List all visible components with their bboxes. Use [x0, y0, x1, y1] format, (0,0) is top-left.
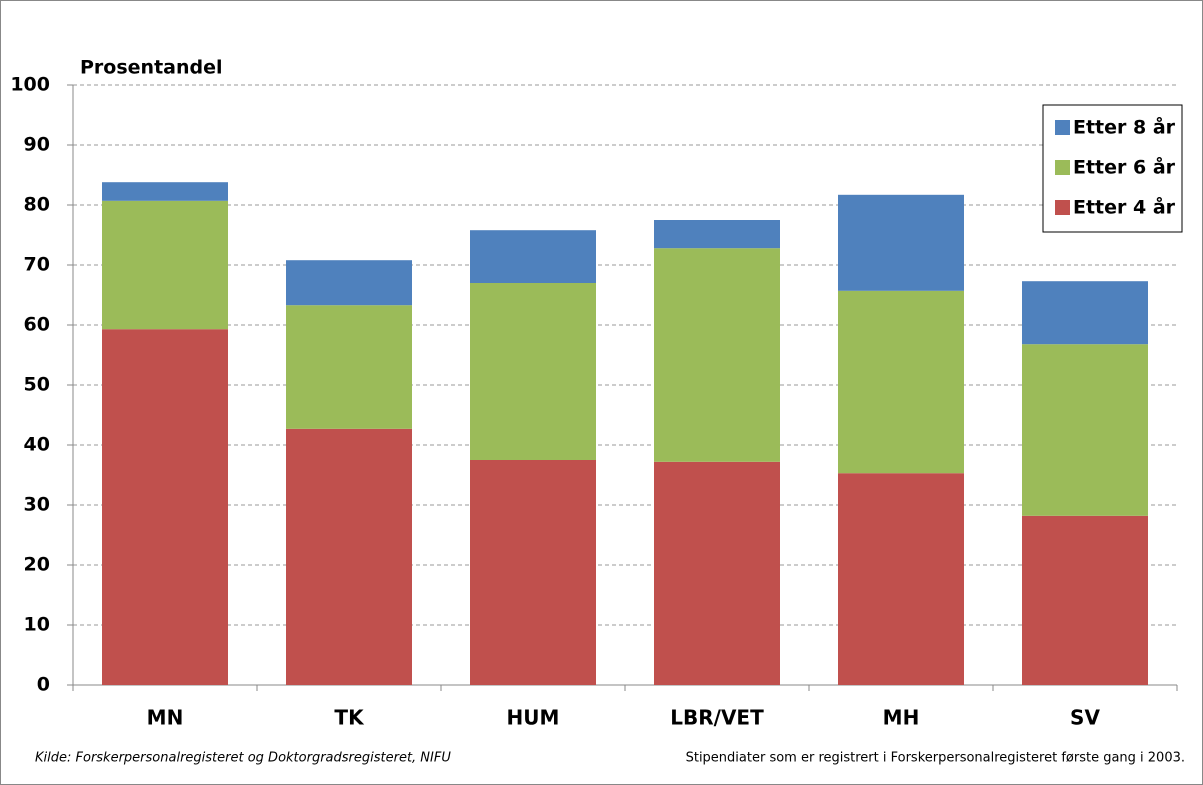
bar-segment: [654, 461, 780, 685]
note: Stipendiater som er registrert i Forsker…: [686, 751, 1185, 766]
bar-segment: [1022, 344, 1148, 516]
bar-segment: [1022, 281, 1148, 345]
legend-label: Etter 4 år: [1073, 195, 1176, 219]
bar-segment: [654, 220, 780, 249]
y-tick-label: 20: [24, 554, 50, 576]
x-tick-label: MH: [883, 706, 920, 730]
x-tick-label: SV: [1070, 706, 1100, 730]
bar-segment: [102, 200, 228, 330]
bar-segment: [838, 194, 964, 291]
bar-segment: [654, 248, 780, 462]
bar-segment: [286, 260, 412, 306]
legend-label: Etter 6 år: [1073, 155, 1176, 179]
bar-segment: [286, 428, 412, 685]
y-tick-label: 80: [24, 194, 50, 216]
bar-segment: [470, 230, 596, 283]
legend-swatch: [1055, 120, 1070, 135]
source: Kilde: Forskerpersonalregisteret og Dokt…: [35, 751, 451, 766]
y-tick-label: 10: [24, 614, 50, 636]
bar-segment: [470, 283, 596, 460]
y-tick-label: 50: [24, 374, 50, 396]
y-tick-label: 70: [24, 254, 50, 276]
y-axis-label: Prosentandel: [80, 57, 223, 79]
legend-label: Etter 8 år: [1073, 115, 1176, 139]
legend-swatch: [1055, 200, 1070, 215]
bar-segment: [470, 460, 596, 685]
y-tick-label: 30: [24, 494, 50, 516]
x-tick-label: HUM: [507, 706, 560, 730]
bar-segment: [1022, 515, 1148, 685]
y-tick-label: 0: [37, 674, 50, 696]
x-tick-label: LBR/VET: [670, 706, 764, 730]
y-tick-label: 40: [24, 434, 50, 456]
x-tick-label: MN: [147, 706, 184, 730]
bar-segment: [286, 305, 412, 429]
bar-segment: [838, 290, 964, 474]
legend-swatch: [1055, 160, 1070, 175]
bar-segment: [102, 329, 228, 685]
x-tick-label: TK: [334, 706, 365, 730]
bar-segment: [102, 182, 228, 201]
y-tick-label: 60: [24, 314, 50, 336]
bar-segment: [838, 473, 964, 685]
y-tick-label: 100: [10, 74, 50, 96]
y-tick-label: 90: [24, 134, 50, 156]
